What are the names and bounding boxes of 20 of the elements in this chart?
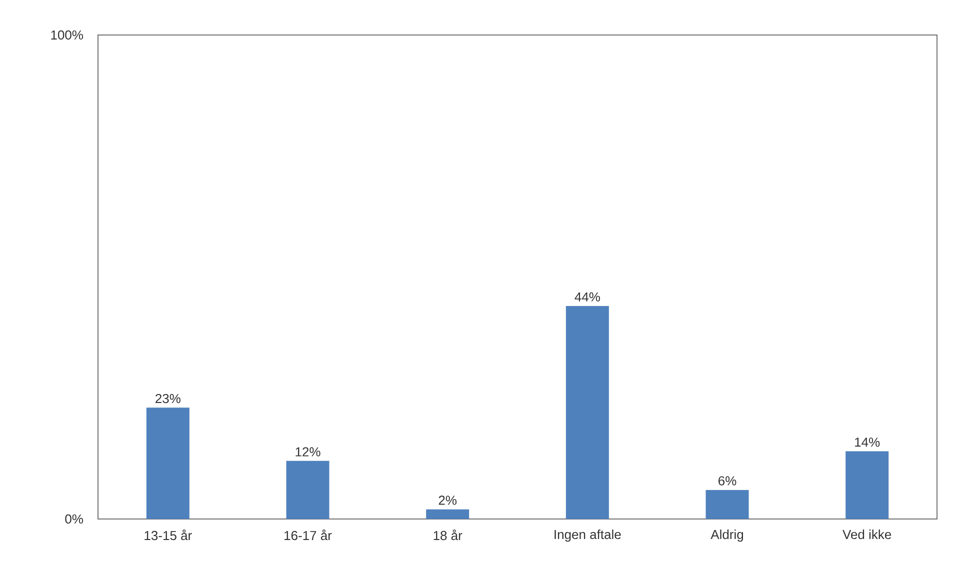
data-label: 44% bbox=[574, 292, 600, 302]
x-tick-label: 13-15 år bbox=[144, 530, 192, 540]
data-label: 6% bbox=[718, 476, 736, 486]
x-tick-label: Aldrig bbox=[710, 530, 744, 542]
bar bbox=[426, 509, 470, 519]
x-tick-label: Ingen aftale bbox=[554, 530, 621, 542]
data-label: 14% bbox=[855, 438, 880, 447]
data-label: 2% bbox=[438, 496, 457, 505]
x-tick-label: Ved ikke bbox=[842, 530, 892, 540]
y-tick-label: 100% bbox=[51, 30, 84, 40]
x-tick-label: 18 år bbox=[434, 530, 462, 540]
bar bbox=[566, 306, 609, 519]
bar bbox=[286, 460, 330, 519]
bar bbox=[846, 451, 889, 519]
x-tick-label: 16-17 år bbox=[284, 530, 332, 540]
data-label: 23% bbox=[156, 394, 180, 404]
y-tick-label: 0% bbox=[65, 514, 84, 524]
bar bbox=[146, 408, 190, 519]
data-label: 12% bbox=[296, 447, 320, 456]
bar bbox=[706, 490, 749, 519]
